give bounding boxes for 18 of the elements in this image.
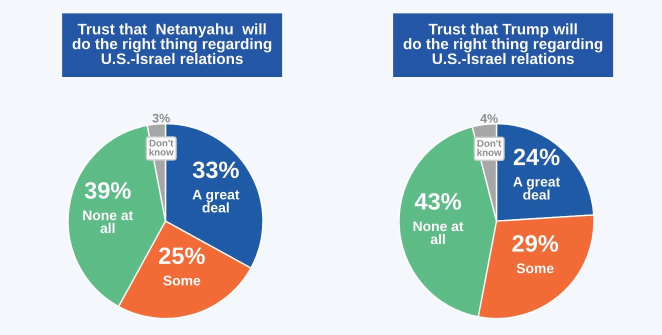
slice-label: Some [163,276,200,286]
slice-label: A great deal [513,176,560,200]
slice-label: None at all [83,210,134,234]
data-label: 43% [414,193,462,210]
data-label: 33% [192,161,239,178]
chart-title: Trust that Netanyahu will do the right thing regarding U.S.-Israel relations [72,23,272,64]
slice-label: Some [516,263,554,274]
data-label: 3% [152,114,170,123]
data-label: 39% [84,182,131,199]
slice-label: Don't know [477,140,502,156]
data-label: 29% [512,235,558,252]
data-label: 24% [514,148,560,166]
chart-title: Trust that Trump will do the right thing regarding U.S.-Israel relations [404,23,602,64]
data-label: 25% [159,247,205,264]
slice-label: Don't know [149,140,174,156]
data-label: 4% [480,114,498,123]
slice-label: A great deal [192,190,240,213]
slice-label: None at all [414,222,464,244]
